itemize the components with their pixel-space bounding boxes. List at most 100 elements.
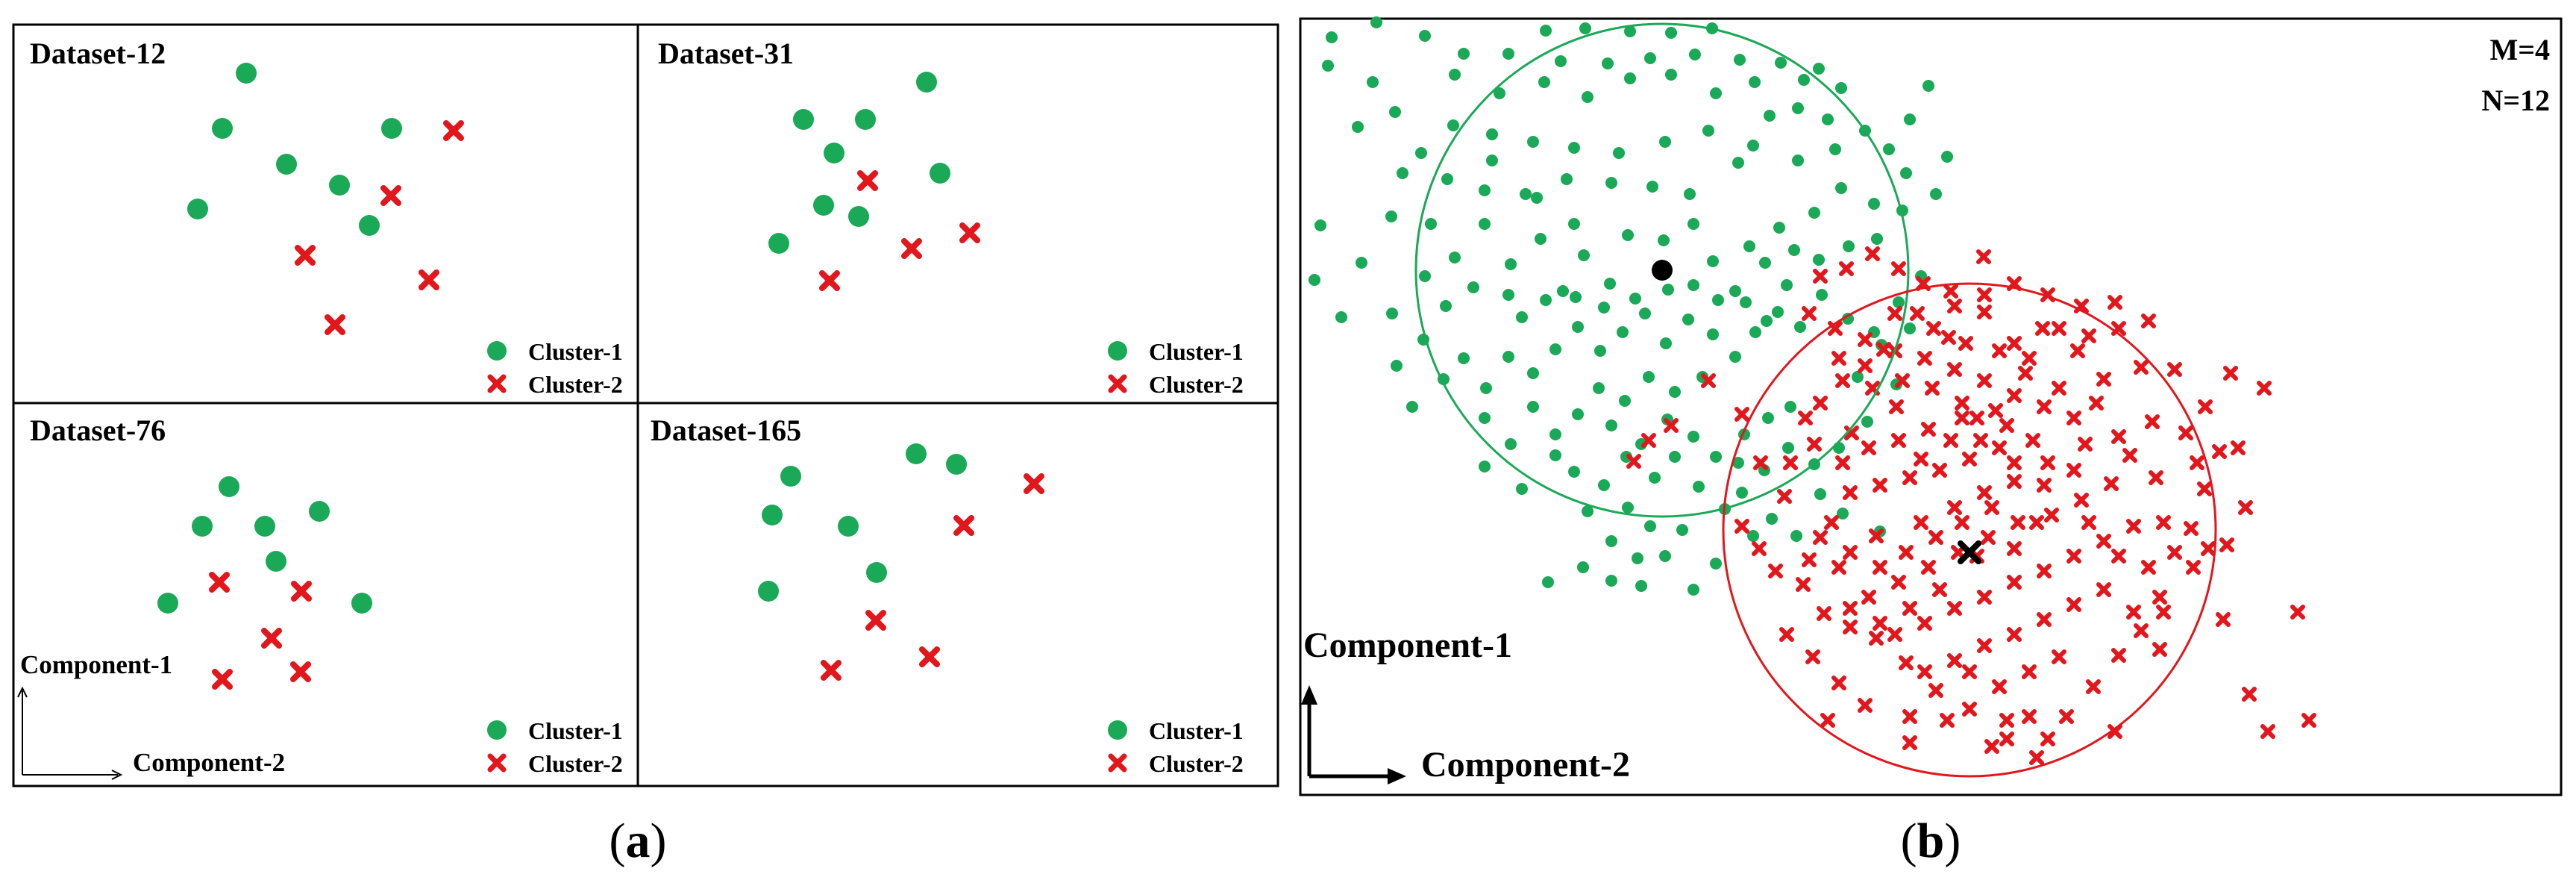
cluster-1-point bbox=[1808, 207, 1820, 219]
cluster-2-point bbox=[2040, 455, 2055, 470]
cluster-2-point bbox=[2066, 411, 2081, 425]
panel-a-frame bbox=[12, 23, 1279, 787]
cluster-1-point bbox=[1740, 296, 1752, 308]
cluster-2-point bbox=[443, 120, 464, 141]
legend-label-cluster-1: Cluster-1 bbox=[528, 338, 623, 365]
cluster-2-point bbox=[2007, 455, 2022, 470]
cluster-2-point bbox=[1917, 351, 1932, 366]
caption-b-open: ( bbox=[1901, 814, 1917, 868]
cluster-2-point bbox=[1779, 627, 1794, 642]
cluster-1-point bbox=[1314, 219, 1326, 231]
cluster-1-point bbox=[1520, 188, 1532, 200]
cluster-2-point bbox=[2301, 713, 2316, 728]
caption-a-close: ) bbox=[651, 814, 667, 868]
cluster-2-point bbox=[2022, 664, 2037, 679]
cluster-2-point bbox=[1839, 261, 1854, 276]
cluster-1-point bbox=[1646, 181, 1658, 193]
cluster-1-point bbox=[780, 466, 801, 487]
cluster-1-point bbox=[1665, 69, 1677, 81]
legend-marker-cluster-1 bbox=[487, 341, 507, 361]
cluster-1-point bbox=[1658, 234, 1670, 246]
cluster-1-point bbox=[1659, 136, 1671, 148]
cluster-1-point bbox=[1759, 257, 1771, 269]
cluster-2-point bbox=[1951, 545, 1966, 560]
cluster-2-point bbox=[1899, 545, 1914, 560]
cluster-1-center bbox=[1652, 260, 1673, 281]
cluster-1-point bbox=[1486, 155, 1498, 166]
cluster-2-point bbox=[2257, 381, 2272, 396]
cluster-1-point bbox=[1594, 345, 1606, 357]
cluster-2-point bbox=[2037, 564, 2052, 578]
cluster-2-point bbox=[2007, 575, 2022, 590]
cluster-2-point bbox=[1831, 351, 1846, 366]
cluster-1-point bbox=[758, 581, 779, 602]
legend-marker-cluster-2 bbox=[1108, 753, 1127, 773]
legend-marker-cluster-2 bbox=[1108, 374, 1127, 393]
cluster-1-point bbox=[1790, 530, 1802, 542]
cluster-1-point bbox=[1643, 371, 1655, 383]
cluster-1-point bbox=[1707, 255, 1719, 267]
cluster-2-point bbox=[2078, 437, 2093, 452]
cluster-1-point bbox=[1922, 80, 1934, 92]
cluster-1-point bbox=[1441, 173, 1453, 185]
cluster-1-point bbox=[1568, 466, 1580, 478]
cluster-2-point bbox=[1817, 606, 1831, 621]
cluster-2-point bbox=[2198, 399, 2213, 414]
cluster-1-point bbox=[1352, 121, 1364, 133]
cluster-2-point bbox=[2290, 605, 2305, 620]
cluster-2-point bbox=[1831, 676, 1846, 690]
cluster-1-point bbox=[276, 154, 297, 175]
cluster-2-point bbox=[1977, 485, 1992, 500]
cluster-1-point bbox=[187, 199, 208, 219]
cluster-1-point bbox=[824, 143, 844, 163]
cluster-2-point bbox=[1835, 373, 1850, 388]
cluster-1-point bbox=[1743, 240, 1755, 252]
cluster-1-point bbox=[1702, 125, 1714, 137]
cluster-2-point bbox=[1984, 500, 1999, 515]
cluster-2-point bbox=[2231, 440, 2246, 455]
cluster-1-point bbox=[1622, 502, 1634, 514]
cluster-2-point bbox=[1802, 306, 1817, 321]
cluster-1-point bbox=[1386, 308, 1398, 319]
cluster-1-point bbox=[1502, 351, 1514, 363]
cluster-2-point bbox=[1969, 411, 1984, 425]
legend-label-cluster-2: Cluster-2 bbox=[1149, 750, 1244, 777]
cluster-1-point bbox=[1682, 313, 1694, 325]
cluster-1-point bbox=[351, 593, 372, 614]
cluster-1-point bbox=[1582, 91, 1593, 103]
cluster-2-point bbox=[2108, 724, 2122, 739]
cluster-2-point bbox=[1977, 638, 1992, 653]
cluster-2-point bbox=[953, 515, 974, 536]
cluster-1-point bbox=[1557, 285, 1569, 297]
cluster-2-point bbox=[1777, 489, 1792, 504]
cluster-2-point bbox=[1992, 440, 2007, 455]
cluster-2-point bbox=[2141, 313, 2156, 328]
panel-a-label-component-2: Component-2 bbox=[133, 748, 285, 777]
cluster-2-point bbox=[1981, 530, 1996, 545]
cluster-1-point bbox=[1579, 22, 1591, 34]
cluster-2-point bbox=[209, 572, 230, 593]
subplot-title-dataset-12: Dataset-12 bbox=[30, 37, 166, 70]
cluster-2-point bbox=[2029, 750, 2044, 765]
legend: Cluster-1 Cluster-2 bbox=[1108, 338, 1244, 398]
cluster-2-point bbox=[959, 222, 980, 243]
cluster-2-point bbox=[1999, 418, 2014, 433]
cluster-1-point bbox=[1822, 113, 1834, 125]
cluster-1-point bbox=[1644, 520, 1656, 532]
cluster-1-point bbox=[1649, 472, 1661, 484]
cluster-1-point bbox=[1370, 16, 1382, 28]
cluster-1-point bbox=[1572, 408, 1584, 420]
svg-text:(b): (b) bbox=[1901, 814, 1961, 868]
legend-marker-cluster-2 bbox=[487, 374, 507, 393]
cluster-1-point bbox=[1773, 222, 1785, 234]
cluster-1-point bbox=[1712, 294, 1724, 306]
caption-a: (a) bbox=[609, 814, 667, 868]
cluster-2-point bbox=[1873, 560, 1887, 575]
cluster-1-point bbox=[1568, 142, 1580, 154]
cluster-1-point bbox=[1449, 252, 1461, 263]
cluster-2-point bbox=[1947, 299, 1962, 313]
cluster-2-point bbox=[2167, 545, 2182, 560]
cluster-1-boundary bbox=[1414, 22, 1910, 518]
cluster-2-point bbox=[2007, 336, 2022, 351]
cluster-1-point bbox=[1538, 76, 1550, 88]
